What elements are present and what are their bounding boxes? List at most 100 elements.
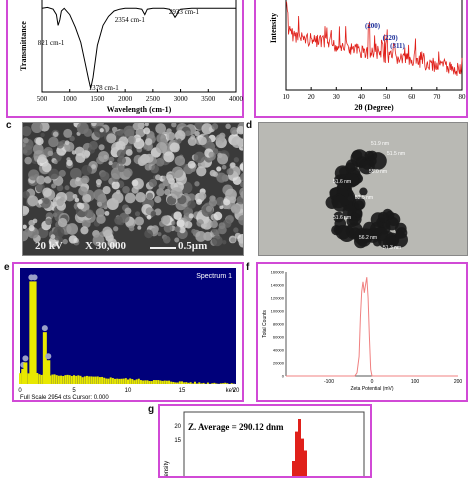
sem-grain: [123, 167, 133, 178]
sem-grain: [184, 221, 193, 229]
sem-grain: [96, 214, 106, 224]
ftir-xtick-label: 2500: [146, 95, 161, 103]
eds-peak-bar: [46, 360, 51, 384]
panel-zeta: 0 20000 40000 60000 80000 100000 120000 140000 1…: [256, 262, 468, 402]
sem-grain: [99, 128, 104, 133]
sem-grain: [137, 225, 142, 230]
sem-grain: [64, 185, 70, 191]
sem-grain: [187, 200, 196, 209]
sem-grain: [174, 237, 180, 243]
sem-grain: [23, 126, 32, 137]
xrd-xtick-label: 60: [408, 93, 416, 101]
ftir-annotation: 821 cm-1: [38, 39, 65, 47]
sem-grain: [117, 155, 127, 165]
tem-particle: [333, 225, 343, 235]
sem-grain: [28, 225, 35, 232]
dls-bar: [301, 438, 304, 476]
sem-grain: [92, 234, 105, 247]
sem-grain: [155, 142, 168, 154]
sem-grain: [194, 130, 200, 137]
sem-grain: [64, 191, 75, 202]
sem-grain: [166, 131, 176, 141]
tem-particle: [354, 200, 365, 210]
sem-grain: [35, 183, 46, 193]
sem-grain: [37, 199, 43, 205]
tem-size-label: 51.6 nm: [333, 215, 351, 221]
sem-grain: [23, 205, 29, 216]
sem-grain: [132, 123, 141, 131]
xrd-xlabel: 2θ (Degree): [354, 103, 394, 112]
sem-grain: [174, 130, 186, 141]
sem-scale: 0.5µm: [178, 240, 208, 252]
ftir-xtick-label: 500: [37, 95, 48, 103]
zeta-chart: 0 20000 40000 60000 80000 100000 120000 140000 1…: [262, 270, 463, 393]
sem-grain: [233, 227, 239, 233]
sem-grain: [215, 196, 225, 206]
sem-grain: [124, 207, 132, 215]
zeta-ytick-label: 80000: [273, 322, 285, 327]
ftir-xtick-label: 4000: [229, 95, 244, 103]
sem-grain: [222, 240, 227, 245]
eds-footer: Full Scale 2954 cts Cursor: 0.000: [20, 395, 109, 400]
panel-tem: 51.9 nm 51.5 nm 55.0 nm 51.6 nm 52.5 nm 51.6 …: [258, 122, 468, 256]
xrd-chart: 10 20 30 40 50 60 70 80 2θ (Degree) Intensity (200…: [269, 0, 466, 112]
sem-grain: [233, 157, 239, 163]
ftir-frame: [41, 0, 237, 93]
sem-grain: [223, 198, 231, 206]
sem-grain: [236, 125, 243, 135]
sem-grain: [170, 187, 183, 199]
tem-image: 51.9 nm 51.5 nm 55.0 nm 51.6 nm 52.5 nm 51.6 …: [325, 141, 408, 251]
eds-xtick-label: 0: [18, 388, 22, 394]
ftir-annotation: 2354 cm-1: [115, 16, 146, 24]
sem-grain: [162, 235, 171, 244]
sem-grain: [68, 235, 78, 244]
sem-grain: [48, 168, 60, 180]
sem-grain: [36, 175, 46, 185]
xrd-xtick-label: 70: [433, 93, 441, 101]
sem-grain: [106, 133, 117, 144]
sem-grain: [82, 193, 92, 203]
sem-grain: [102, 186, 111, 195]
tem-particle: [367, 150, 378, 161]
sem-grain: [213, 211, 223, 221]
eds-title: Spectrum 1: [196, 273, 232, 280]
zeta-ytick-label: 140000: [271, 283, 285, 288]
sem-grain: [236, 195, 243, 205]
sem-grain: [72, 193, 78, 199]
zeta-series-line: [286, 277, 458, 377]
sem-grain: [171, 221, 176, 226]
sem-grain: [211, 123, 219, 130]
sem-grain: [176, 219, 185, 228]
sem-grain: [97, 201, 103, 207]
sem-grain: [150, 210, 157, 217]
sem-grain: [229, 196, 237, 204]
tem-particle: [377, 211, 389, 223]
sem-grain: [146, 192, 154, 200]
sem-grain: [124, 192, 136, 204]
sem-grain: [196, 166, 207, 177]
sem-grain: [154, 195, 162, 204]
sem-grain: [108, 161, 113, 166]
ftir-xlabel: Wavelength (cm-1): [107, 105, 172, 114]
tem-size-label: 51.3 nm: [383, 245, 401, 251]
eds-peak-bar: [42, 332, 47, 384]
sem-grain: [200, 223, 207, 229]
sem-grain: [23, 190, 30, 199]
ftir-xtick-label: 1500: [90, 95, 105, 103]
ftir-ylabel: Transmittance: [19, 21, 28, 71]
eds-peak-marker: [45, 353, 52, 360]
ftir-chart: 500 1000 1500 2000 2500 3000 3500 4000 Wavelengt…: [19, 0, 244, 114]
sem-grain: [179, 226, 186, 234]
eds-xtick-label: 15: [179, 388, 186, 394]
sem-grain: [56, 184, 64, 192]
sem-grain: [84, 209, 94, 219]
sem-grain: [76, 123, 89, 134]
dls-title: Z. Average = 290.12 dnm: [188, 422, 284, 432]
sem-grain: [212, 171, 218, 177]
zeta-xtick-label: 200: [454, 379, 463, 385]
xrd-peak-label: (200): [365, 22, 381, 30]
sem-grain: [28, 169, 40, 181]
sem-grain: [111, 126, 118, 133]
dls-bar: [295, 431, 298, 476]
